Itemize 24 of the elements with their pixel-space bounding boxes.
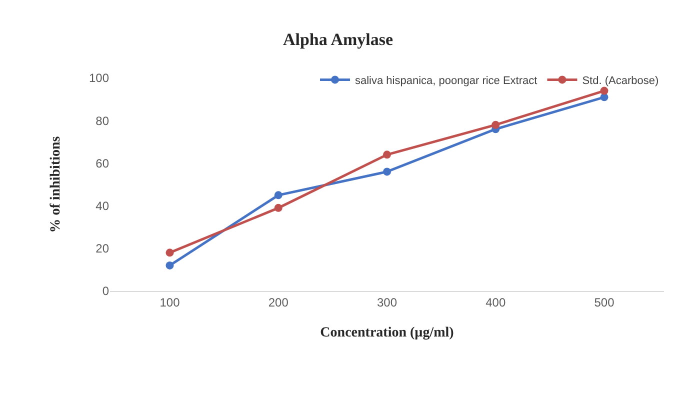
point <box>383 168 391 176</box>
point <box>600 86 608 95</box>
x-tick-label: 100 <box>160 295 180 310</box>
y-axis-title: % of inhibitions <box>48 136 64 233</box>
point <box>274 204 282 212</box>
x-axis-title: Concentration (µg/ml) <box>320 326 454 341</box>
chart-title: Alpha Amylase <box>282 30 394 49</box>
point <box>166 261 174 270</box>
x-tick-label: 500 <box>594 295 615 310</box>
x-tick-label: 200 <box>268 295 289 310</box>
y-tick-label: 40 <box>96 199 110 213</box>
y-tick-label: 20 <box>96 242 110 256</box>
y-tick-label: 100 <box>88 71 110 86</box>
legend-label: saliva hispanica, poongar rice Extract <box>355 75 538 88</box>
y-tick-label: 80 <box>96 114 110 128</box>
point <box>274 191 282 200</box>
legend-label: Std. (Acarbose) <box>582 75 659 88</box>
y-tick-label: 0 <box>102 284 110 298</box>
point <box>383 150 391 159</box>
point <box>492 120 500 129</box>
y-tick-label: 60 <box>96 156 110 170</box>
point <box>166 248 174 257</box>
x-tick-label: 300 <box>376 295 398 310</box>
x-tick-label: 400 <box>486 295 506 310</box>
